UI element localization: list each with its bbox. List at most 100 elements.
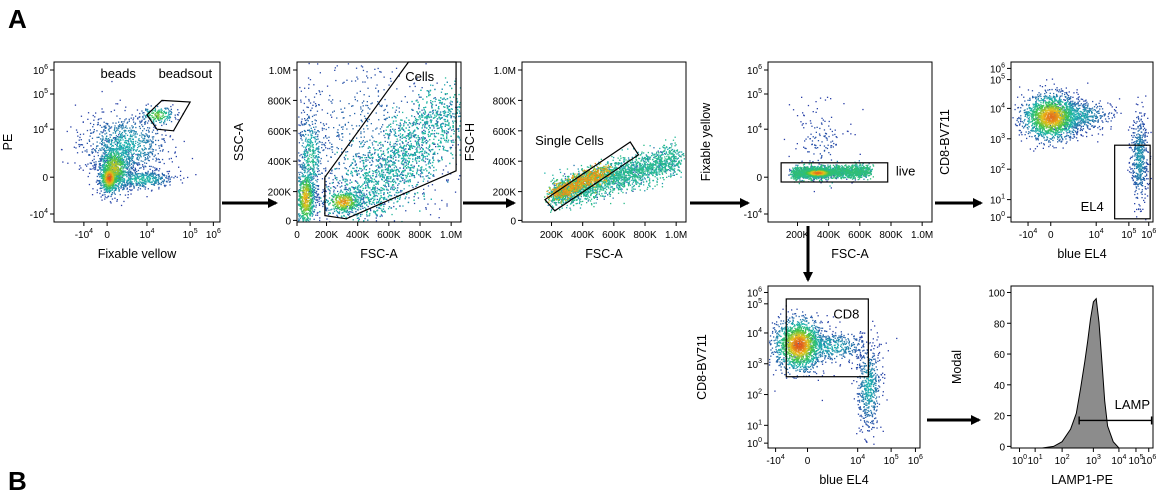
tick-label: 100	[1012, 454, 1027, 467]
tick-label: -104	[30, 208, 48, 221]
tick-label: 1.0M	[269, 66, 291, 77]
tick-label: 100	[988, 288, 1005, 299]
gate-label-single-cells: Single Cells	[535, 133, 604, 148]
y-axis-label: FSC-H	[463, 123, 477, 161]
tick-label: 40	[994, 381, 1006, 392]
tick-label: 0	[1048, 230, 1054, 241]
tick-label: 104	[850, 454, 865, 467]
tick-label: 0	[104, 230, 110, 241]
gate-label-lamp: LAMP	[1115, 397, 1150, 412]
tick-label: 0	[285, 216, 291, 227]
gates: beads beadsout Cells Single Cells live EL4 CD8…	[100, 62, 1151, 424]
tick-label: 800K	[408, 230, 432, 241]
tick-label: 600K	[602, 230, 626, 241]
tick-label: 105	[747, 298, 762, 311]
tick-label: 102	[990, 163, 1005, 176]
tick-label: 101	[1028, 454, 1043, 467]
tick-label: 106	[1141, 454, 1156, 467]
tick-label: 100	[990, 211, 1005, 224]
tick-label: -104	[1019, 228, 1037, 241]
tick-label: 100	[747, 437, 762, 450]
tick-label: 20	[994, 412, 1006, 423]
tick-label: 106	[747, 64, 762, 77]
tick-label: 106	[206, 228, 221, 241]
histogram-lamp1	[1042, 299, 1119, 448]
event-cloud	[784, 97, 874, 193]
x-axis-label: blue EL4	[1057, 247, 1106, 261]
tick-label: 400K	[571, 230, 595, 241]
tick-label: 600K	[493, 127, 517, 138]
tick-label: 200K	[268, 188, 292, 199]
tick-label: 105	[183, 228, 198, 241]
tick-label: 104	[1089, 228, 1104, 241]
gate-label-beads: beads	[100, 66, 136, 81]
tick-label: 400K	[268, 157, 292, 168]
tick-label: -104	[766, 454, 784, 467]
tick-label: 0	[805, 456, 811, 467]
y-axis-label: Modal	[950, 350, 964, 384]
tick-label: 0	[756, 173, 762, 184]
tick-label: 800K	[879, 230, 903, 241]
tick-label: 106	[33, 64, 48, 77]
x-axis-label: FSC-A	[585, 247, 623, 261]
tick-label: -104	[744, 208, 762, 221]
tick-label: 102	[747, 389, 762, 402]
tick-label: 60	[994, 350, 1006, 361]
event-cloud	[298, 63, 462, 223]
y-axis-label: PE	[1, 134, 15, 151]
tick-label: 106	[908, 454, 923, 467]
tick-label: 103	[747, 358, 762, 371]
plot-frame	[768, 62, 932, 222]
tick-label: 200K	[786, 230, 810, 241]
gate-label-live: live	[896, 164, 916, 179]
plot-frame	[54, 62, 220, 222]
tick-label: 80	[994, 319, 1006, 330]
tick-label: 200K	[493, 188, 517, 199]
tick-label: 102	[1055, 454, 1070, 467]
tick-label: 105	[747, 88, 762, 101]
tick-label: 104	[990, 102, 1005, 115]
axes: -104 0 104 105 106 106 105 104 0 -104 Fixable vell…	[1, 62, 1156, 487]
tick-label: 101	[990, 194, 1005, 207]
tick-label: -104	[75, 228, 93, 241]
tick-label: 104	[33, 123, 48, 136]
tick-label: 600K	[268, 127, 292, 138]
tick-label: 1.0M	[494, 66, 516, 77]
event-cloud	[769, 305, 897, 445]
tick-label: 104	[747, 123, 762, 136]
gate-label-beadsout: beadsout	[159, 66, 213, 81]
y-axis-label: CD8-BV711	[938, 109, 952, 175]
tick-label: 1.0M	[440, 230, 462, 241]
gate-label-cells: Cells	[405, 69, 434, 84]
tick-label: 800K	[268, 96, 292, 107]
tick-label: 104	[139, 228, 154, 241]
y-axis-label: CD8-BV711	[695, 334, 709, 400]
y-axis-label: Fixable yellow	[699, 102, 713, 181]
tick-label: 200K	[540, 230, 564, 241]
tick-label: 103	[990, 133, 1005, 146]
tick-label: 0	[999, 442, 1005, 453]
tick-label: 0	[294, 230, 300, 241]
gate-label-el4: EL4	[1081, 199, 1104, 214]
tick-label: 105	[1121, 228, 1136, 241]
x-axis-label: blue EL4	[819, 473, 868, 487]
tick-label: 104	[1111, 454, 1126, 467]
tick-label: 0	[510, 216, 516, 227]
tick-label: 0	[42, 173, 48, 184]
x-axis-label: Fixable vellow	[98, 247, 177, 261]
y-axis-label: SSC-A	[232, 122, 246, 161]
tick-label: 800K	[493, 96, 517, 107]
tick-label: 103	[1086, 454, 1101, 467]
tick-label: 400K	[817, 230, 841, 241]
tick-label: 105	[990, 74, 1005, 87]
tick-label: 600K	[848, 230, 872, 241]
x-axis-label: FSC-A	[360, 247, 398, 261]
tick-label: 104	[747, 327, 762, 340]
tick-label: 105	[884, 454, 899, 467]
tick-label: 400K	[346, 230, 370, 241]
